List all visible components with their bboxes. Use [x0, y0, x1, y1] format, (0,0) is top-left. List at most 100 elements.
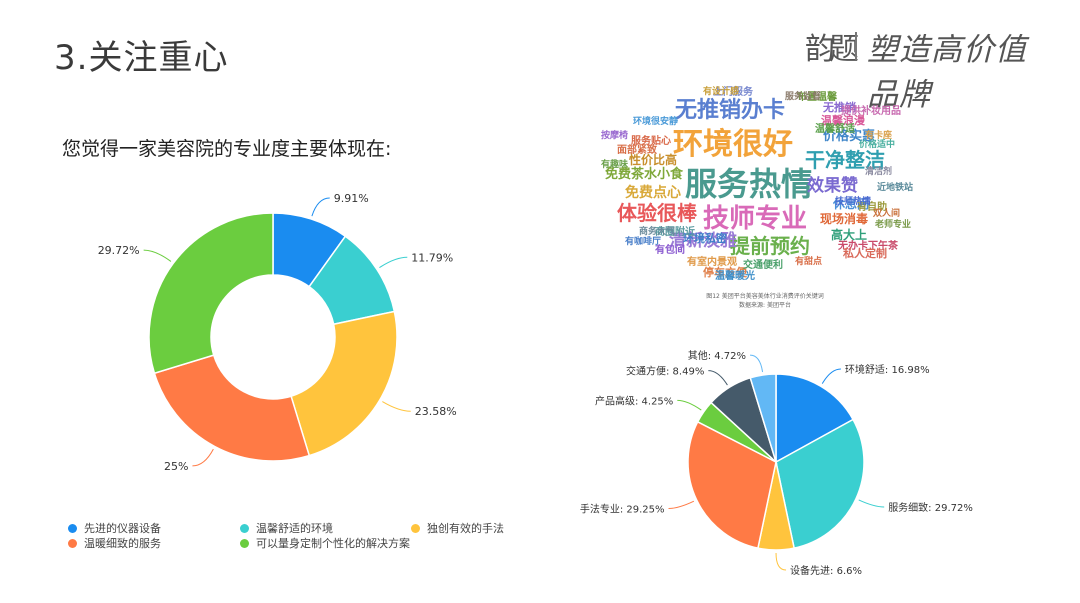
- cloud-word: 近地铁站: [877, 183, 914, 193]
- legend-item[interactable]: 独创有效的手法: [411, 520, 504, 536]
- cloud-word: 商圈附近: [655, 227, 695, 238]
- leader-line: [775, 552, 787, 571]
- cloud-word: 停车方便: [703, 266, 747, 279]
- cloud-word: 有设计感: [703, 87, 740, 97]
- legend-dot: [411, 523, 420, 533]
- leader-line: [821, 368, 841, 384]
- cloud-word: 高大上: [831, 228, 868, 242]
- leader-line: [311, 197, 330, 217]
- cloud-word: 上门服务: [713, 87, 753, 98]
- cloud-word: 温馨暖光: [715, 271, 755, 282]
- cloud-word: 休息间: [833, 197, 870, 211]
- cloud-word: 效果赞: [807, 176, 858, 196]
- data-label: 环境舒适: 16.98%: [845, 363, 930, 376]
- legend-label: 可以量身定制个性化的解决方案: [256, 537, 410, 550]
- cloud-word: 有卡座: [865, 131, 893, 141]
- leader-line: [143, 249, 172, 262]
- cloud-word: 体验很棒: [617, 201, 697, 225]
- cloud-word: 有咖啡厅: [625, 237, 662, 247]
- legend-dot: [68, 538, 77, 548]
- cloud-word: 面部紧致: [617, 145, 657, 156]
- pie-slice[interactable]: [148, 212, 274, 375]
- cloud-word: 按摩椅: [601, 131, 629, 141]
- leader-line: [379, 256, 408, 269]
- leader-line: [708, 370, 728, 386]
- leader-line: [750, 354, 764, 373]
- cloud-word: 有室内景观: [687, 257, 737, 268]
- legend-dot: [68, 523, 77, 533]
- cloud-word: 免费茶水小食: [605, 167, 684, 182]
- cloud-word: 无推销办卡: [675, 98, 786, 123]
- legend-label: 先进的仪器设备: [84, 522, 161, 535]
- survey-question: 您觉得一家美容院的专业度主要体现在:: [62, 138, 392, 160]
- cloud-word: 技师热情: [835, 197, 872, 207]
- cloud-word: 免费点心: [625, 185, 681, 201]
- cloud-word: 清洁剂: [865, 167, 893, 177]
- caption-line: 数据来源: 美团平台: [739, 302, 791, 309]
- pie-slice[interactable]: [775, 373, 855, 464]
- word-cloud: 环境很好 服务热情 技师专业 无推销办卡体验很棒提前预约 干净整洁效果赞清新淡雅 免费茶水…: [595, 88, 935, 288]
- cloud-word: 服务贴心: [631, 136, 671, 147]
- legend-dot: [240, 523, 249, 533]
- cloud-word: 私人定制: [843, 247, 887, 260]
- legend-item[interactable]: 温馨舒适的环境: [240, 520, 333, 536]
- data-label: 11.79%: [411, 251, 453, 264]
- brand-divider: [855, 32, 857, 60]
- pie-slice[interactable]: [153, 354, 311, 462]
- pie-slice[interactable]: [749, 373, 777, 463]
- leader-line: [192, 448, 214, 467]
- cloud-word: 干净整洁: [805, 148, 885, 172]
- data-label: 25%: [164, 460, 188, 473]
- cloud-word: 无办卡下午茶: [838, 241, 898, 252]
- leader-line: [668, 500, 695, 509]
- legend-item[interactable]: 可以量身定制个性化的解决方案: [240, 535, 410, 551]
- cloud-word: 服务监督: [785, 92, 822, 102]
- leader-line: [858, 499, 885, 508]
- cloud-word: 温馨浪漫: [821, 114, 865, 127]
- cloud-word: 有甜点: [795, 257, 823, 267]
- brand-slogan: 塑造高价值品牌: [867, 32, 1027, 113]
- legend-label: 独创有效的手法: [427, 522, 504, 535]
- pie-slice[interactable]: [687, 420, 777, 550]
- cloud-word: 提前预约: [730, 234, 810, 258]
- legend-label: 温暖细致的服务: [84, 537, 161, 550]
- cloud-word: 老师专业: [875, 220, 912, 230]
- data-label: 交通方便: 8.49%: [626, 365, 704, 378]
- data-label: 设备先进: 6.6%: [790, 564, 862, 577]
- cloud-word: 清新淡雅: [669, 231, 737, 251]
- caption-line: 图12 美团平台美容美体行业消费评价关键词: [706, 293, 824, 300]
- page-title: 3.关注重心: [54, 38, 229, 78]
- cloud-word: 服务热情: [685, 165, 814, 203]
- cloud-word: 环境很好: [673, 127, 793, 162]
- cloud-word: 技师专业: [703, 204, 808, 234]
- cloud-word: 价格实惠: [823, 129, 876, 144]
- cloud-word: 温馨舒适: [815, 124, 855, 135]
- legend-item[interactable]: 先进的仪器设备: [68, 520, 161, 536]
- data-label: 产品高级: 4.25%: [595, 394, 673, 407]
- leader-line: [677, 399, 702, 411]
- data-label: 23.58%: [415, 405, 457, 418]
- cloud-word: 价格适中: [859, 140, 896, 150]
- cloud-word: 性价比高: [629, 153, 678, 167]
- brand-seal: 韵题: [805, 32, 859, 67]
- cloud-word: 提供补妆用品: [841, 106, 901, 117]
- data-label: 其他: 4.72%: [688, 349, 746, 362]
- data-label: 9.91%: [334, 192, 369, 205]
- pie-slice[interactable]: [290, 310, 398, 457]
- cloud-word: 布置温馨: [797, 92, 837, 103]
- leader-line: [382, 401, 411, 412]
- cloud-word: 现场消毒: [820, 212, 869, 226]
- cloud-word: 商务大气: [639, 227, 676, 237]
- pie-slice[interactable]: [775, 418, 865, 549]
- cloud-word: 有趣味: [601, 160, 629, 170]
- brand-logo: 韵题 塑造高价值品牌: [805, 24, 1050, 113]
- legend-item[interactable]: 温暖细致的服务: [68, 535, 161, 551]
- cloud-word: 交通便利: [743, 260, 783, 271]
- data-label: 服务细致: 29.72%: [888, 501, 973, 514]
- word-cloud-caption: 图12 美团平台美容美体行业消费评价关键词 数据来源: 美团平台: [600, 292, 930, 310]
- legend-dot: [240, 538, 249, 548]
- cloud-word: 双人间: [873, 209, 901, 219]
- data-label: 手法专业: 29.25%: [580, 502, 665, 515]
